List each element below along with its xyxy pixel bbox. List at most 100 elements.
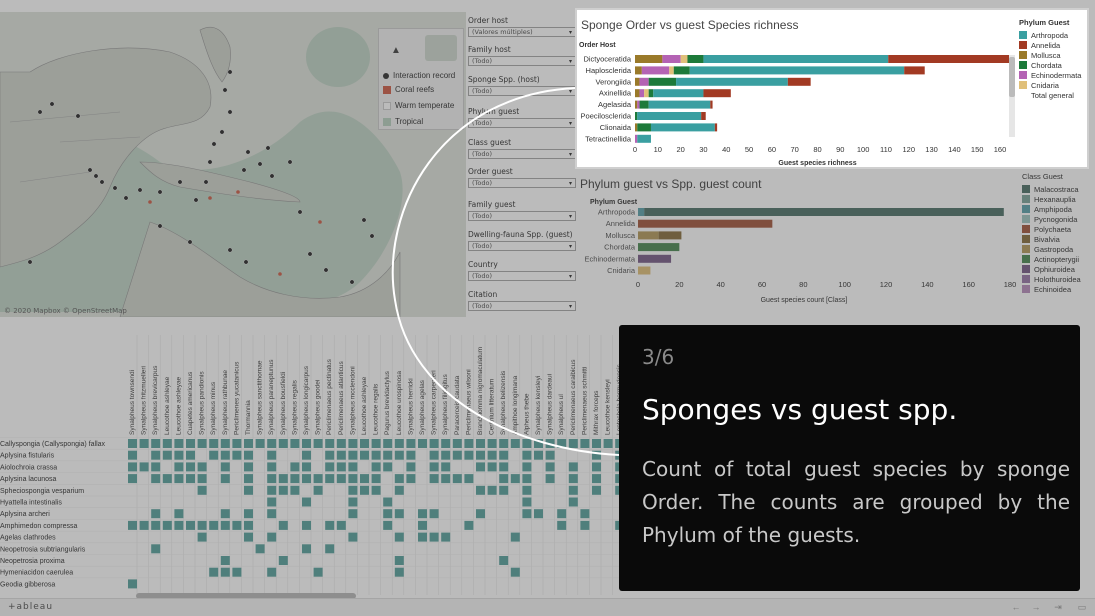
bar-segment[interactable] [673, 66, 690, 75]
filter-dropdown[interactable]: (Todo) ▾ [468, 149, 576, 159]
matrix-cell[interactable] [244, 485, 253, 495]
matrix-cell[interactable] [418, 520, 427, 530]
matrix-cell[interactable] [615, 520, 620, 530]
bar-segment[interactable] [703, 89, 731, 98]
matrix-cell[interactable] [476, 462, 485, 472]
matrix-cell[interactable] [406, 462, 416, 472]
matrix-cell[interactable] [128, 439, 137, 448]
matrix-cell[interactable] [278, 439, 288, 448]
matrix-cell[interactable] [267, 532, 277, 542]
matrix-cell[interactable] [302, 544, 311, 554]
matrix-cell[interactable] [441, 439, 451, 448]
matrix-cell[interactable] [244, 450, 253, 460]
matrix-cell[interactable] [197, 462, 207, 472]
bar-segment[interactable] [635, 66, 642, 75]
legend-item[interactable]: Mollusca [1019, 50, 1087, 60]
matrix-cell[interactable] [151, 520, 161, 530]
legend-item[interactable]: Echinoidea [1022, 284, 1094, 294]
matrix-cell[interactable] [383, 520, 393, 530]
matrix-cell[interactable] [476, 439, 485, 448]
matrix-cell[interactable] [510, 439, 520, 448]
matrix-cell[interactable] [568, 474, 578, 484]
matrix-cell[interactable] [568, 462, 578, 472]
bar-segment[interactable] [635, 100, 638, 109]
filter-dropdown[interactable]: (Todo) ▾ [468, 56, 576, 66]
matrix-cell[interactable] [348, 462, 358, 472]
matrix-cell[interactable] [220, 509, 230, 519]
bar-segment[interactable] [635, 123, 638, 132]
bar-segment[interactable] [635, 134, 638, 143]
matrix-cell[interactable] [302, 462, 311, 472]
bar-segment[interactable] [703, 55, 889, 63]
matrix-cell[interactable] [197, 485, 207, 495]
matrix-cell[interactable] [139, 520, 149, 530]
matrix-cell[interactable] [371, 485, 381, 495]
bar-segment[interactable] [641, 66, 670, 75]
map-view[interactable]: ▲ Interaction record Coral reefs Warm te… [0, 12, 466, 317]
matrix-cell[interactable] [174, 439, 184, 448]
bar-segment[interactable] [687, 55, 704, 63]
matrix-cell[interactable] [244, 509, 253, 519]
matrix-cell[interactable] [348, 532, 358, 542]
matrix-cell[interactable] [313, 439, 323, 448]
matrix-cell[interactable] [325, 439, 335, 448]
matrix-cell[interactable] [464, 520, 474, 530]
matrix-cell[interactable] [557, 520, 567, 530]
legend-item[interactable]: Ophiuroidea [1022, 264, 1094, 274]
matrix-cell[interactable] [278, 556, 288, 565]
matrix-cell[interactable] [244, 532, 253, 542]
filter-dropdown[interactable]: (Todo) ▾ [468, 301, 576, 311]
matrix-cell[interactable] [209, 450, 219, 460]
bar-segment[interactable] [658, 231, 682, 240]
matrix-cell[interactable] [186, 450, 195, 460]
matrix-cell[interactable] [325, 462, 335, 472]
matrix-cell[interactable] [267, 567, 277, 577]
matrix-cell[interactable] [406, 439, 416, 448]
bar-segment[interactable] [662, 55, 681, 63]
matrix-cell[interactable] [568, 485, 578, 495]
bar-segment[interactable] [701, 112, 706, 120]
matrix-cell[interactable] [499, 485, 509, 495]
matrix-cell[interactable] [371, 462, 381, 472]
matrix-cell[interactable] [348, 474, 358, 484]
matrix-cell[interactable] [534, 450, 543, 460]
matrix-cell[interactable] [394, 439, 404, 448]
matrix-cell[interactable] [429, 462, 439, 472]
undo-icon[interactable]: ← [1011, 602, 1021, 612]
matrix-cell[interactable] [232, 450, 242, 460]
matrix-cell[interactable] [464, 474, 474, 484]
bar-segment[interactable] [787, 77, 811, 86]
matrix-cell[interactable] [418, 509, 427, 519]
matrix-cell[interactable] [128, 450, 137, 460]
matrix-cell[interactable] [267, 509, 277, 519]
matrix-cell[interactable] [162, 439, 172, 448]
matrix-cell[interactable] [383, 450, 393, 460]
matrix-cell[interactable] [336, 462, 346, 472]
legend-item[interactable]: Arthropoda [1019, 30, 1087, 40]
matrix-cell[interactable] [371, 450, 381, 460]
matrix-cell[interactable] [522, 439, 532, 448]
matrix-cell[interactable] [568, 439, 578, 448]
matrix-cell[interactable] [348, 509, 358, 519]
matrix-cell[interactable] [360, 439, 369, 448]
fullscreen-icon[interactable]: ▭ [1077, 602, 1087, 612]
matrix-cell[interactable] [487, 485, 497, 495]
matrix-cell[interactable] [162, 474, 172, 484]
matrix-cell[interactable] [186, 520, 195, 530]
bar-segment[interactable] [689, 66, 905, 75]
matrix-cell[interactable] [499, 439, 509, 448]
matrix-cell[interactable] [302, 520, 311, 530]
matrix-cell[interactable] [151, 439, 161, 448]
matrix-cell[interactable] [302, 450, 311, 460]
matrix-cell[interactable] [128, 462, 137, 472]
bar-segment[interactable] [635, 112, 638, 120]
bar-segment[interactable] [637, 112, 702, 120]
matrix-cell[interactable] [499, 474, 509, 484]
matrix-cell[interactable] [545, 439, 555, 448]
matrix-cell[interactable] [267, 462, 277, 472]
matrix-cell[interactable] [348, 497, 358, 507]
bar-segment[interactable] [669, 66, 674, 75]
legend-item[interactable]: Gastropoda [1022, 244, 1094, 254]
matrix-cell[interactable] [220, 556, 230, 565]
matrix-cell[interactable] [499, 450, 509, 460]
